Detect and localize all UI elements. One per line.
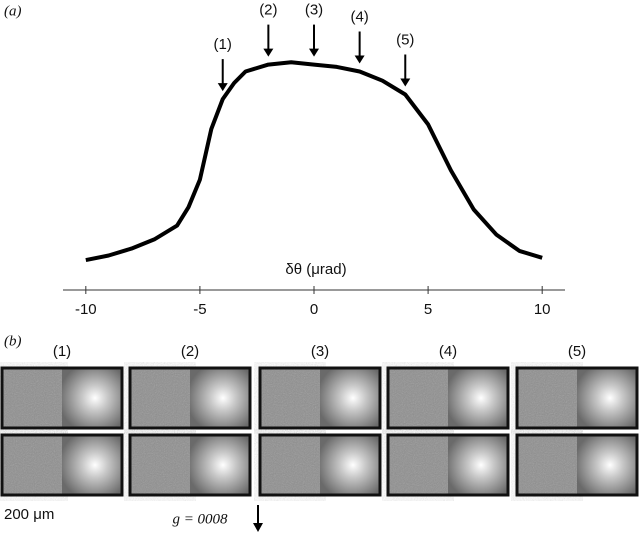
- column-label: (3): [311, 343, 329, 360]
- image-noise: [130, 368, 190, 428]
- column-label: (5): [568, 343, 586, 360]
- image-noise: [517, 368, 577, 428]
- image-noise: [2, 368, 62, 428]
- panel-label: (a): [4, 3, 22, 19]
- x-tick-label: -10: [75, 301, 97, 318]
- image-noise: [2, 435, 62, 495]
- x-tick-label: -5: [193, 301, 206, 318]
- annotation: (5): [396, 31, 414, 48]
- image-right: [190, 435, 250, 495]
- image-frame: [0, 433, 124, 497]
- image-frame: [386, 366, 510, 430]
- image-frame: [128, 366, 252, 430]
- x-axis-label: δθ (μrad): [285, 261, 346, 278]
- g-arrow-head: [253, 523, 263, 532]
- panel-label: (b): [4, 333, 22, 349]
- column-label: (1): [53, 343, 71, 360]
- image-frame: [128, 433, 252, 497]
- arrow-head: [400, 78, 411, 87]
- image-noise: [260, 435, 320, 495]
- x-tick-label: 0: [310, 301, 318, 318]
- image-noise: [388, 368, 448, 428]
- column-label: (4): [439, 343, 457, 360]
- scale-bar: 200 μm: [4, 506, 54, 523]
- image-right: [577, 435, 637, 495]
- x-tick-label: 10: [534, 301, 551, 318]
- image-right: [320, 368, 380, 428]
- image-noise: [388, 435, 448, 495]
- image-noise: [260, 368, 320, 428]
- annotation: (2): [259, 2, 277, 19]
- image-frame: [258, 366, 382, 430]
- annotation: (4): [350, 8, 368, 25]
- image-frame: [386, 433, 510, 497]
- column-label: (2): [181, 343, 199, 360]
- arrow-head: [309, 48, 319, 57]
- x-tick-label: 5: [424, 301, 432, 318]
- image-right: [190, 368, 250, 428]
- annotation: (1): [214, 36, 232, 53]
- image-right: [320, 435, 380, 495]
- image-noise: [130, 435, 190, 495]
- image-frame: [515, 433, 639, 497]
- g-vector: g = 0008: [172, 511, 228, 527]
- image-right: [448, 368, 508, 428]
- image-right: [62, 368, 122, 428]
- image-frame: [258, 433, 382, 497]
- arrow-head: [354, 55, 365, 64]
- image-frame: [515, 366, 639, 430]
- image-noise: [517, 435, 577, 495]
- annotation: (3): [305, 2, 323, 19]
- curve: [85, 60, 543, 263]
- image-right: [577, 368, 637, 428]
- image-right: [448, 435, 508, 495]
- image-frame: [0, 366, 124, 430]
- arrow-head: [217, 83, 228, 92]
- arrow-head: [263, 48, 274, 57]
- image-right: [62, 435, 122, 495]
